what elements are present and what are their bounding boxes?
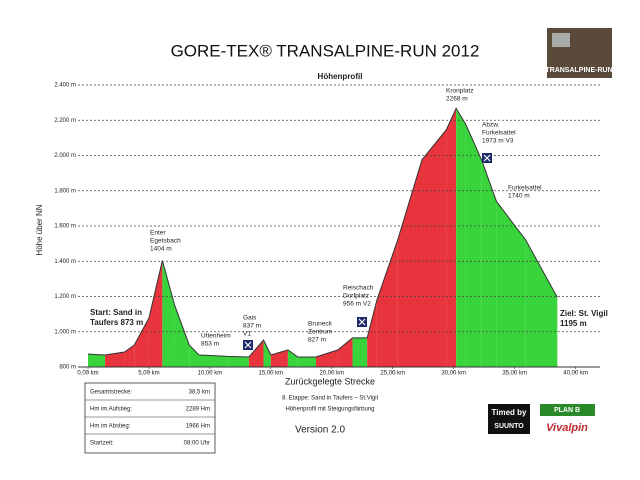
info-value: 2289 Hm (186, 407, 210, 413)
profile-segment (315, 349, 338, 367)
annotation: Reischach (343, 285, 374, 292)
annotation: 1404 m (150, 246, 172, 253)
annotation: Enter (150, 230, 166, 237)
info-label: Startzeit: (90, 441, 114, 447)
annotation: 2268 m (446, 96, 468, 103)
annotation: 837 m (243, 323, 261, 330)
profile-segment (174, 304, 190, 367)
profile-segment (134, 318, 149, 367)
profile-segment (397, 159, 423, 367)
profile-segment (88, 354, 106, 367)
x-axis-label: Zurückgelegte Strecke (285, 376, 375, 386)
info-label: Hm im Aufstieg: (90, 407, 132, 413)
sponsor-brand: Vivalpin (546, 422, 588, 434)
annotation: Start: Sand in (90, 308, 142, 317)
annotation: Abzw. (482, 122, 500, 129)
y-tick-label: 1.800 m (54, 188, 76, 194)
annotation: 956 m V2 (343, 301, 371, 308)
waypoint-icon (483, 154, 491, 162)
waypoint-icon (244, 341, 252, 349)
profile-segment (189, 344, 199, 367)
profile-segment (481, 160, 497, 367)
x-tick-label: 35,00 km (502, 371, 527, 377)
y-tick-label: 2.400 m (54, 83, 76, 89)
timed-by: Timed by SUUNTO (488, 404, 530, 434)
profile-segment (263, 340, 271, 367)
annotation: Furkelsattel (482, 130, 516, 137)
x-tick-label: 25,00 km (380, 371, 405, 377)
profile-segment (525, 239, 558, 367)
profile-segment (446, 108, 457, 367)
y-tick-label: 800 m (59, 365, 76, 371)
y-axis-label: Höhe über NN (35, 204, 44, 255)
profile-segment (465, 124, 482, 367)
timed-by-brand: SUUNTO (494, 423, 524, 430)
caption: Höhenprofil mit Steigungsfärbung (285, 407, 374, 413)
version: Version 2.0 (295, 425, 345, 436)
y-tick-label: 1.400 m (54, 259, 76, 265)
annotation: Furkelsattel (508, 185, 542, 192)
title: GORE-TEX® TRANSALPINE-RUN 2012 (171, 41, 480, 60)
info-value: 38,5 km (189, 390, 210, 396)
sponsor: PLAN B Vivalpin (540, 404, 595, 434)
profile-segment (337, 337, 353, 367)
x-tick-label: 10,00 km (198, 371, 223, 377)
info-label: Hm im Abstieg: (90, 424, 131, 430)
profile-segment (228, 356, 249, 367)
sponsor-text: PLAN B (554, 407, 580, 414)
annotation: Uttenheim (201, 333, 231, 340)
x-tick-label: 5,00 km (138, 371, 159, 377)
y-tick-label: 1.000 m (54, 329, 76, 335)
y-tick-label: 1.200 m (54, 294, 76, 300)
logo: TRANSALPINE-RUN (545, 28, 613, 78)
profile-segment (198, 355, 229, 367)
annotation: 1740 m (508, 193, 530, 200)
annotation: 1195 m (560, 319, 587, 328)
annotation: V1 (243, 331, 251, 338)
profile-segment (297, 356, 316, 367)
caption: 8. Etappe: Sand in Taufers – St.Vigil (282, 396, 378, 402)
profile-segment (105, 352, 125, 367)
profile-segment (352, 337, 368, 367)
profile-segment (422, 129, 447, 367)
annotation: Taufers 873 m (90, 318, 143, 327)
annotation: 1973 m V3 (482, 138, 514, 145)
y-tick-label: 1.600 m (54, 224, 76, 230)
info-value: 08:00 Uhr (184, 441, 210, 447)
profile-segment (376, 240, 398, 367)
chart-title: Höhenprofil (318, 72, 363, 81)
y-tick-label: 2.200 m (54, 118, 76, 124)
profile-segment (496, 201, 526, 367)
profile-segment (148, 260, 163, 367)
info-box (84, 382, 216, 454)
x-tick-label: 40,00 km (563, 371, 588, 377)
x-tick-label: 0,00 km (77, 371, 98, 377)
profile-segment (248, 340, 264, 367)
annotation: 853 m (201, 341, 219, 348)
profile-segment (287, 349, 298, 367)
annotation: Ziel: St. Vigil (560, 309, 608, 318)
x-tick-label: 15,00 km (259, 371, 284, 377)
profile-line (87, 107, 558, 358)
x-tick-label: 20,00 km (319, 371, 344, 377)
annotation: Dorfplatz (343, 293, 369, 300)
profile-segment (162, 260, 175, 367)
info-value: 1966 Hm (186, 424, 210, 430)
annotation: Egetsbach (150, 238, 181, 245)
annotation: 827 m (308, 337, 326, 344)
annotation: Kronplatz (446, 88, 473, 95)
timed-by-text: Timed by (492, 408, 528, 417)
annotation: Zentrum (308, 329, 332, 336)
info-label: Gesamtstrecke: (90, 390, 132, 396)
logo-text: TRANSALPINE-RUN (545, 67, 612, 74)
y-tick-label: 2.000 m (54, 153, 76, 159)
x-tick-label: 30,00 km (441, 371, 466, 377)
annotation: Bruneck (308, 321, 333, 328)
annotation: Gais (243, 315, 257, 322)
profile-segment (456, 108, 466, 367)
profile-segment (367, 300, 377, 367)
waypoint-icon (358, 318, 366, 326)
